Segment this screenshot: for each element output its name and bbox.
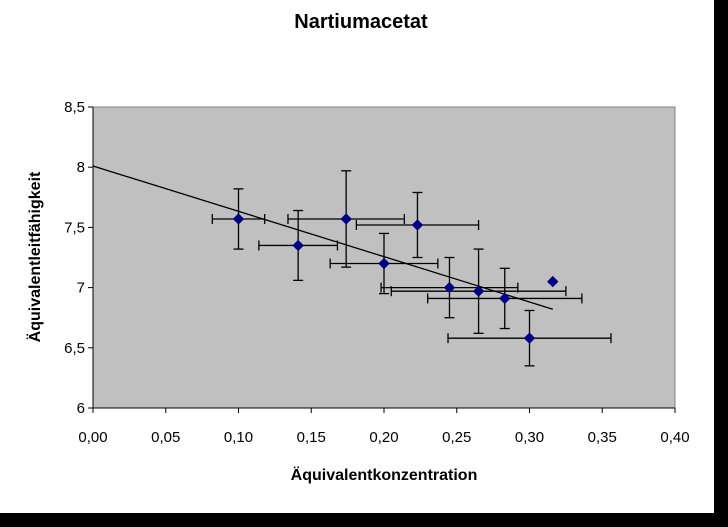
data-point <box>472 285 485 297</box>
y-tick-label: 8,5 <box>64 99 85 116</box>
data-point <box>292 239 304 252</box>
x-axis-title: Äquivalentkonzentration <box>291 466 478 484</box>
data-points <box>232 213 559 344</box>
data-point <box>411 219 424 231</box>
data-point <box>523 332 536 344</box>
x-tick-label: 0,00 <box>78 429 107 446</box>
trendline-group <box>92 165 553 310</box>
y-tick-label: 7,5 <box>64 219 85 236</box>
x-tick-label: 0,05 <box>151 429 180 446</box>
y-tick-label: 6,5 <box>64 340 85 357</box>
trendline <box>92 165 553 310</box>
data-point <box>378 257 390 270</box>
data-point <box>232 213 245 225</box>
x-tick-label: 0,25 <box>442 429 471 446</box>
x-tick-label: 0,30 <box>515 429 544 446</box>
chart-frame: Nartiumacetat 0,00 0,05 0,10 0,15 0,20 0,25 0,… <box>0 0 714 513</box>
x-tick-label: 0,40 <box>660 429 689 446</box>
x-tick-label: 0,20 <box>369 429 398 446</box>
data-point <box>499 292 511 305</box>
y-axis-title: Äquivalentleitfähigkeit <box>26 171 44 342</box>
x-tick-label: 0,15 <box>297 429 326 446</box>
data-point <box>443 281 456 294</box>
axes: 0,00 0,05 0,10 0,15 0,20 0,25 0,30 0,35 0,40 6 6,5… <box>64 99 689 446</box>
data-point <box>547 275 559 288</box>
x-tick-label: 0,35 <box>588 429 617 446</box>
y-tick-label: 8 <box>77 159 85 176</box>
scatter-chart: Nartiumacetat 0,00 0,05 0,10 0,15 0,20 0,25 0,… <box>26 11 690 484</box>
data-point <box>340 213 352 225</box>
x-tick-label: 0,10 <box>224 429 253 446</box>
y-tick-label: 6 <box>77 400 85 417</box>
chart-title: Nartiumacetat <box>294 11 428 33</box>
y-tick-label: 7 <box>77 280 85 297</box>
